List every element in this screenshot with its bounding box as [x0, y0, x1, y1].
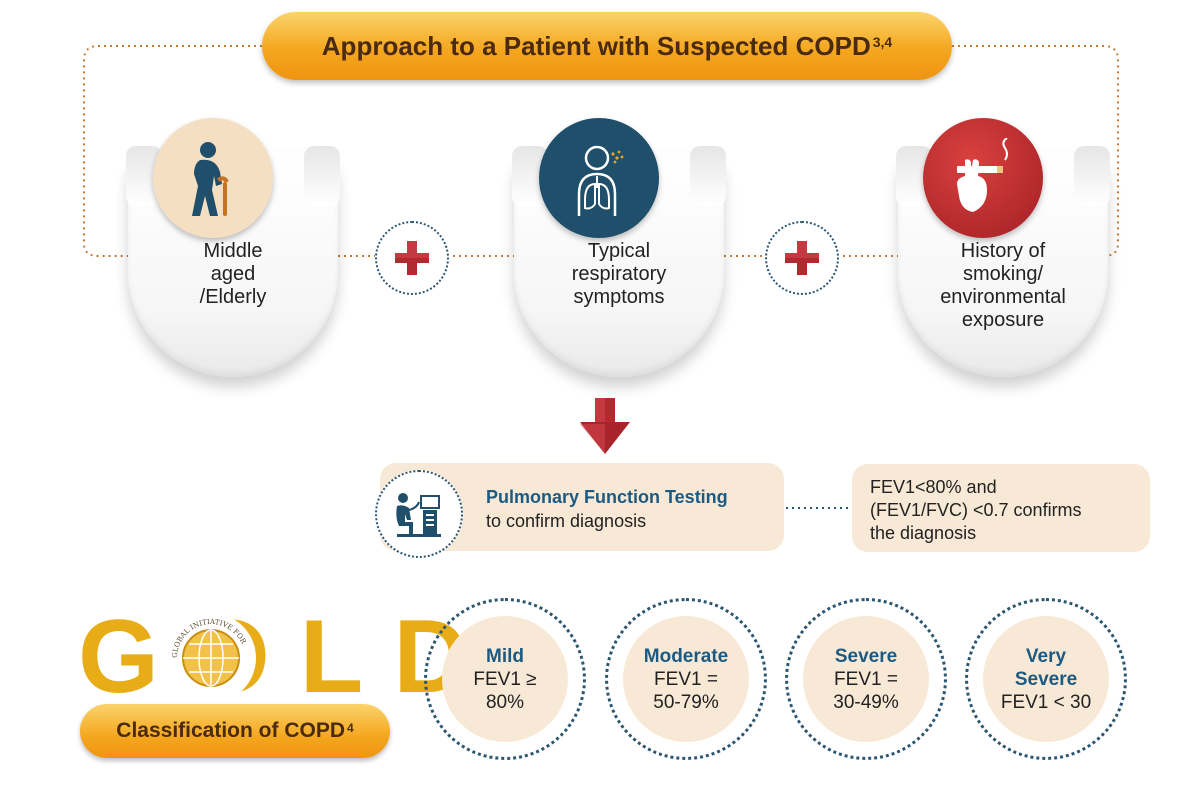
severity-name: Very: [1025, 645, 1067, 667]
severity-name-2: Severe: [1014, 668, 1078, 690]
gold-logo-text: GOLD: [78, 599, 499, 715]
severity-moderate: Moderate FEV1 = 50-79%: [605, 598, 767, 760]
pft-icon-ring: [375, 470, 463, 558]
classification-label: Classification of COPD: [116, 719, 345, 742]
severity-mild: Mild FEV1 ≥ 80%: [424, 598, 586, 760]
arrow-down-icon: [580, 398, 630, 454]
plus-icon: [785, 241, 819, 275]
pft-title: Pulmonary Function Testing: [486, 487, 728, 507]
pft-subtitle: to confirm diagnosis: [486, 511, 647, 531]
page-title: Approach to a Patient with Suspected COP…: [321, 30, 871, 61]
severity-name: Mild: [486, 645, 524, 667]
smoking-hand-icon: [923, 118, 1043, 238]
pft-text: Pulmonary Function Testing to confirm di…: [486, 485, 728, 533]
plus-icon: [395, 241, 429, 275]
elderly-person-icon: [153, 118, 273, 238]
severity-name: Moderate: [643, 645, 729, 667]
criterion-label: Typical respiratory symptoms: [571, 240, 667, 308]
lungs-icon: [539, 118, 659, 238]
plus-separator-1: [375, 221, 449, 295]
severity-name: Severe: [834, 645, 898, 667]
title-banner: Approach to a Patient with Suspected COP…: [262, 12, 952, 80]
criterion-label: Middle aged /Elderly: [199, 240, 267, 308]
criterion-label: History of smoking/ environmental exposu…: [940, 240, 1066, 331]
severity-very-severe: Very Severe FEV1 < 30: [965, 598, 1127, 760]
title-reference: 3,4: [872, 34, 893, 50]
spirometry-icon: [396, 493, 441, 537]
diagnosis-criteria-box: FEV1<80% and (FEV1/FVC) <0.7 confirms th…: [852, 464, 1150, 552]
gold-globe-icon: GLOBAL INITIATIVE FOR: [166, 613, 256, 703]
plus-separator-2: [765, 221, 839, 295]
classification-banner: Classification of COPD 4: [80, 704, 390, 758]
severity-severe: Severe FEV1 = 30-49%: [785, 598, 947, 760]
criterion-card-age: Middle aged /Elderly: [126, 146, 340, 377]
classification-reference: 4: [347, 721, 354, 735]
